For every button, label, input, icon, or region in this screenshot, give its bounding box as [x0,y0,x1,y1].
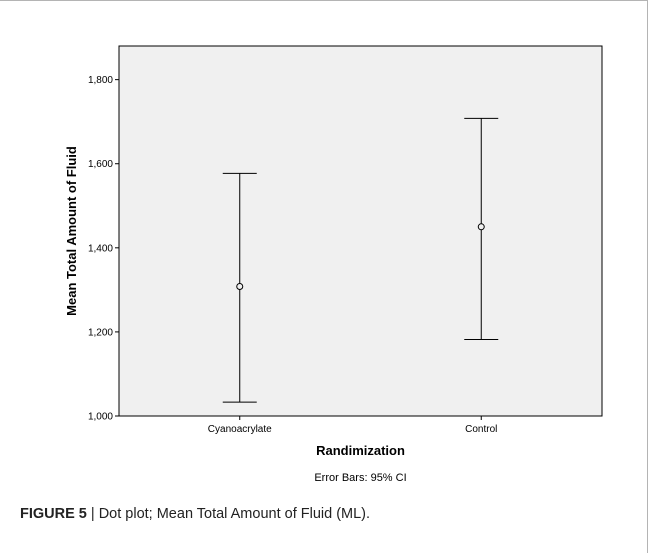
plot-area [118,45,603,417]
mean-marker [477,223,485,231]
x-axis-title: Randimization [316,443,405,458]
error-bars-footnote: Error Bars: 95% CI [314,472,406,484]
figure-caption: FIGURE 5 | Dot plot; Mean Total Amount o… [20,506,370,522]
y-tick-label: 1,400 [88,243,113,254]
caption-text: Dot plot; Mean Total Amount of Fluid (ML… [98,506,371,522]
y-tick-label: 1,000 [88,412,113,423]
y-tick-label: 1,800 [88,75,113,86]
y-tick-label: 1,200 [88,327,113,338]
y-tick-label: 1,600 [88,159,113,170]
x-axis: Cyanoacrylate Control [208,416,497,435]
caption-separator: | [86,506,99,522]
x-tick-label: Cyanoacrylate [208,424,272,435]
mean-marker [236,283,244,290]
figure-label: FIGURE 5 [20,506,87,522]
y-axis: 1,000 1,200 1,400 1,600 1,800 [88,75,119,423]
x-tick-label: Control [465,424,497,435]
chart-marks [222,117,499,403]
y-axis-title: Mean Total Amount of Fluid [64,146,79,316]
